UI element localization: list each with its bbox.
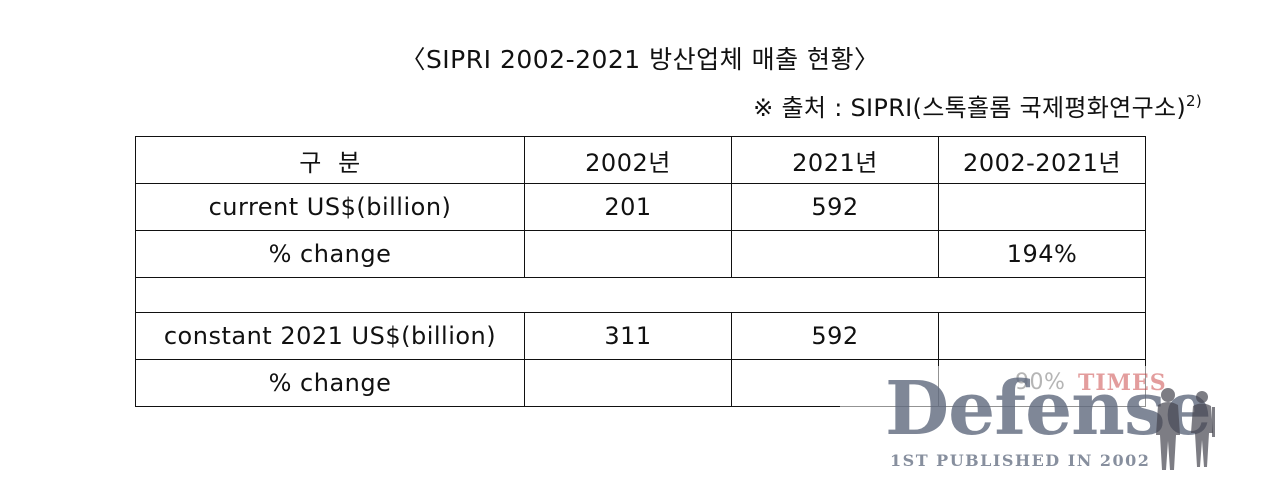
watermark-obscured-value: 90% bbox=[1015, 370, 1066, 395]
row-label: constant 2021 US$(billion) bbox=[135, 312, 525, 360]
header-row: 구 분 2002년 2021년 2002-2021년 bbox=[135, 136, 1146, 184]
value-2002: 201 bbox=[524, 183, 732, 231]
value-2002 bbox=[524, 359, 732, 407]
source-note: ※ 출처 : SIPRI(스톡홀롬 국제평화연구소)2) bbox=[753, 88, 1202, 123]
value-2021 bbox=[731, 230, 939, 278]
row-label: % change bbox=[135, 359, 525, 407]
value-change: 194% bbox=[938, 230, 1146, 278]
watermark-times: TIMES bbox=[1078, 370, 1167, 396]
page-title: 〈SIPRI 2002-2021 방산업체 매출 현황〉 bbox=[400, 45, 880, 74]
sales-table: 구 분 2002년 2021년 2002-2021년 current US$(b… bbox=[135, 136, 1146, 407]
table-row: % change 194% bbox=[135, 230, 1146, 278]
soldier-silhouettes-icon bbox=[1150, 385, 1230, 479]
spacer-cell bbox=[135, 277, 1146, 313]
table-row: constant 2021 US$(billion) 311 592 bbox=[135, 312, 1146, 360]
watermark-tagline: 1ST PUBLISHED IN 2002 bbox=[890, 451, 1151, 470]
spacer-row bbox=[135, 277, 1146, 313]
footnote-marker: 2) bbox=[1186, 92, 1202, 110]
value-change bbox=[938, 312, 1146, 360]
value-2021: 592 bbox=[731, 183, 939, 231]
value-2002 bbox=[524, 230, 732, 278]
value-2002: 311 bbox=[524, 312, 732, 360]
row-label: % change bbox=[135, 230, 525, 278]
value-2021: 592 bbox=[731, 312, 939, 360]
value-change bbox=[938, 183, 1146, 231]
source-text: ※ 출처 : SIPRI(스톡홀롬 국제평화연구소) bbox=[753, 94, 1186, 122]
table-row: current US$(billion) 201 592 bbox=[135, 183, 1146, 231]
header-2021: 2021년 bbox=[731, 136, 939, 184]
header-category: 구 분 bbox=[135, 136, 525, 184]
header-2002-2021: 2002-2021년 bbox=[938, 136, 1146, 184]
header-2002: 2002년 bbox=[524, 136, 732, 184]
row-label: current US$(billion) bbox=[135, 183, 525, 231]
